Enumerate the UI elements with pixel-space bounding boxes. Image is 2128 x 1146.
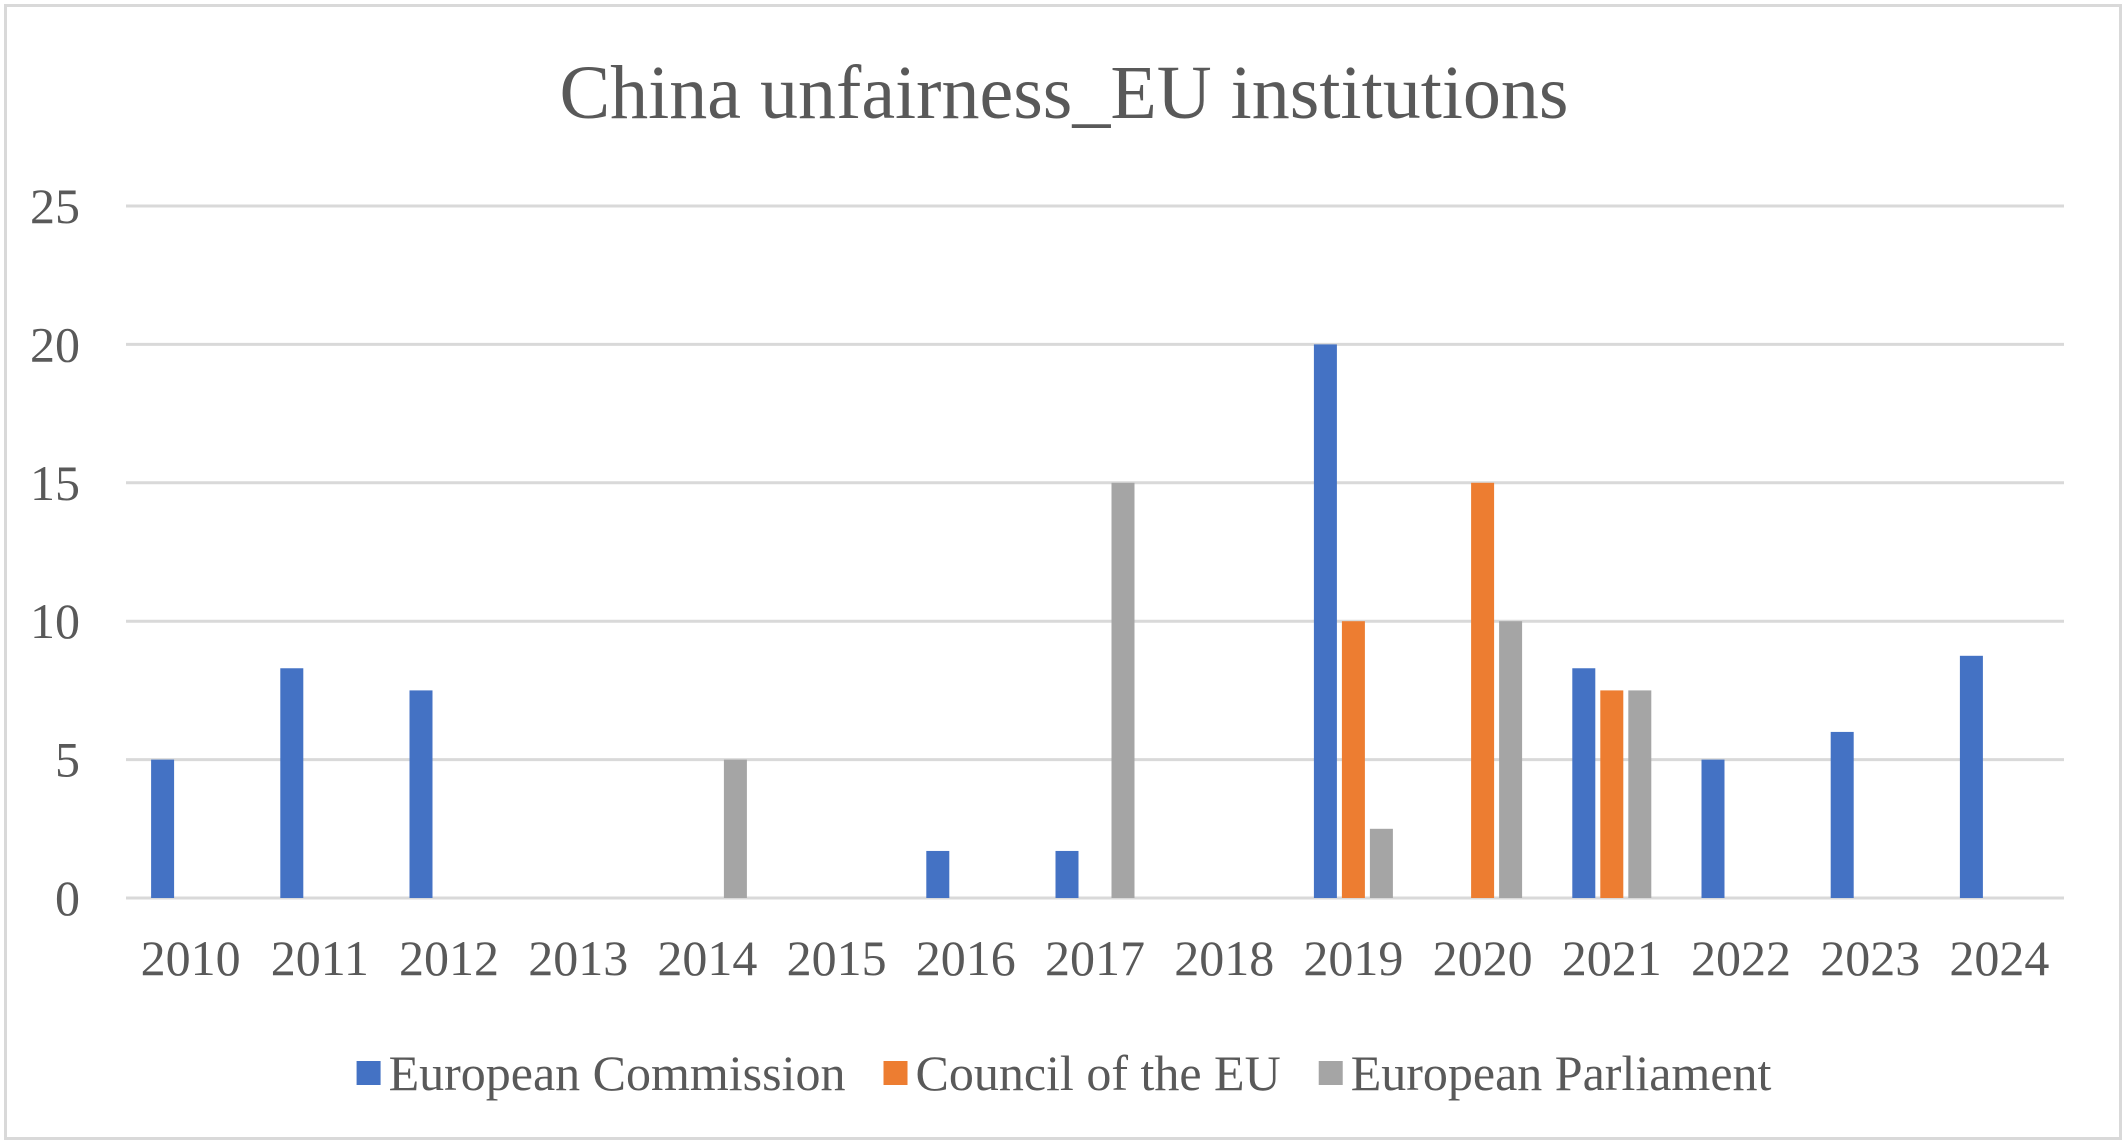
y-tick-label: 0 (55, 870, 80, 926)
bar-european-parliament-2017 (1111, 482, 1135, 898)
x-tick-label: 2021 (1562, 930, 1662, 986)
bar-european-commission-2011 (280, 668, 304, 898)
x-tick-label: 2022 (1691, 930, 1791, 986)
y-tick-label: 10 (30, 593, 80, 649)
x-tick-label: 2024 (1949, 930, 2049, 986)
y-tick-label: 20 (30, 316, 80, 372)
bar-european-parliament-2020 (1499, 621, 1523, 898)
x-tick-label: 2014 (657, 930, 757, 986)
bar-european-commission-2022 (1701, 759, 1725, 898)
legend-label: European Parliament (1351, 1045, 1772, 1101)
gridlines (126, 204, 2064, 900)
legend-swatch (883, 1061, 908, 1085)
bars (151, 344, 1983, 898)
legend-label: European Commission (389, 1045, 846, 1101)
legend-label: Council of the EU (916, 1045, 1281, 1101)
bar-council-of-the-eu-2019 (1341, 621, 1365, 898)
x-tick-label: 2012 (399, 930, 499, 986)
chart-title: China unfairness_EU institutions (559, 51, 1568, 135)
bar-european-commission-2010 (151, 759, 175, 898)
x-tick-label: 2016 (916, 930, 1016, 986)
x-tick-label: 2018 (1174, 930, 1274, 986)
legend-item: Council of the EU (883, 1045, 1281, 1101)
x-tick-label: 2015 (787, 930, 887, 986)
bar-european-parliament-2014 (723, 759, 747, 898)
bar-european-parliament-2019 (1369, 828, 1393, 898)
y-tick-label: 5 (55, 732, 80, 788)
bar-european-commission-2017 (1055, 850, 1079, 898)
y-tick-label: 15 (30, 455, 80, 511)
legend-swatch (1318, 1061, 1343, 1085)
x-tick-label: 2020 (1433, 930, 1533, 986)
legend: European Commission Council of the EU Euro… (356, 1045, 1772, 1101)
chart-frame (4, 4, 2122, 1140)
bar-european-parliament-2021 (1628, 690, 1652, 898)
bar-european-commission-2021 (1572, 668, 1596, 898)
x-tick-label: 2011 (271, 930, 369, 986)
x-tick-label: 2013 (528, 930, 628, 986)
x-tick-label: 2010 (141, 930, 241, 986)
bar-european-commission-2016 (926, 850, 950, 898)
bar-european-commission-2012 (409, 690, 433, 898)
x-axis-ticks: 2010 2011 2012 2013 2014 2015 2016 2017 2018 2019… (141, 930, 2050, 986)
bar-council-of-the-eu-2020 (1471, 482, 1495, 898)
x-tick-label: 2017 (1045, 930, 1145, 986)
bar-european-commission-2024 (1959, 655, 1983, 898)
y-tick-label: 25 (30, 178, 80, 234)
legend-item: European Commission (356, 1045, 846, 1101)
legend-item: European Parliament (1318, 1045, 1772, 1101)
x-tick-label: 2019 (1303, 930, 1403, 986)
bar-european-commission-2023 (1830, 731, 1854, 898)
legend-swatch (356, 1061, 381, 1085)
bar-european-commission-2019 (1313, 344, 1337, 898)
x-tick-label: 2023 (1820, 930, 1920, 986)
bar-council-of-the-eu-2021 (1600, 690, 1624, 898)
y-axis-ticks: 0 5 10 15 20 25 (30, 178, 80, 926)
